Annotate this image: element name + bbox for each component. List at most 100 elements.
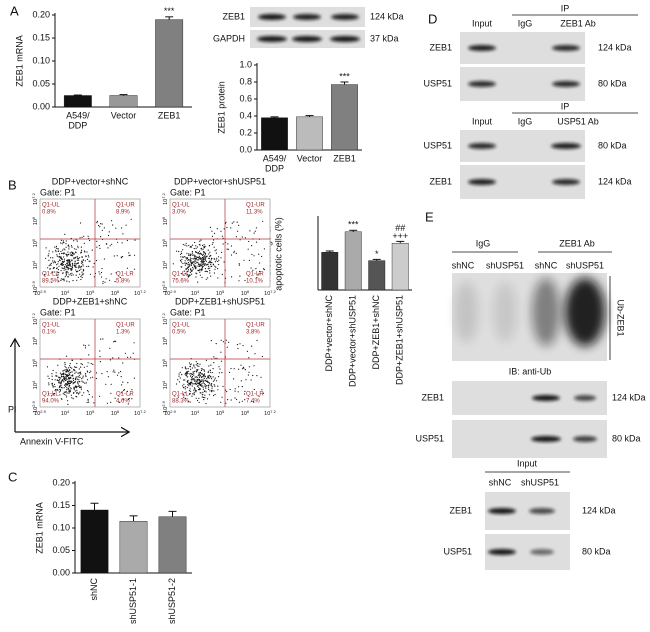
- dot: [89, 371, 91, 374]
- tick-exp: 4: [161, 380, 166, 383]
- quadrant-value: 94.0%: [42, 399, 60, 405]
- dot: [196, 262, 198, 264]
- dot: [128, 255, 130, 257]
- dot: [204, 258, 207, 260]
- dot: [68, 374, 70, 376]
- dot: [195, 245, 197, 247]
- dot: [72, 383, 74, 385]
- smear: [454, 282, 478, 342]
- dot: [191, 269, 193, 271]
- dot: [240, 364, 242, 366]
- dot: [182, 386, 185, 389]
- dot: [201, 265, 203, 267]
- dot: [199, 274, 201, 276]
- dot: [203, 390, 206, 392]
- dot: [187, 372, 189, 375]
- dot: [185, 257, 187, 259]
- dot: [59, 257, 61, 259]
- quadrant-name: Q1-UR: [246, 323, 265, 329]
- tick-exp: 4: [67, 409, 70, 414]
- dot: [213, 239, 215, 241]
- dot: [62, 393, 64, 395]
- dot: [186, 371, 189, 373]
- dot: [209, 262, 211, 264]
- dot: [251, 345, 253, 347]
- dot: [191, 377, 193, 379]
- tick-base: 10: [163, 219, 169, 225]
- dot: [197, 383, 199, 385]
- dot: [199, 384, 201, 386]
- dot: [188, 266, 190, 268]
- band: [552, 81, 580, 87]
- dot: [60, 270, 62, 272]
- dot: [186, 257, 188, 259]
- dot: [214, 268, 216, 270]
- x-tick-label: 107.2: [134, 289, 146, 297]
- dot: [90, 370, 92, 372]
- quadrant-value: 11.3%: [246, 210, 263, 216]
- dot: [181, 273, 183, 275]
- dot: [63, 253, 65, 255]
- blot-label: shNC: [535, 260, 558, 270]
- dot: [73, 369, 75, 371]
- dot: [82, 268, 84, 271]
- dot: [217, 260, 219, 263]
- quadrant-value: 3.0%: [172, 210, 186, 216]
- dot: [68, 246, 70, 248]
- band: [258, 14, 286, 20]
- dot: [190, 373, 193, 375]
- dot: [79, 237, 81, 239]
- dot: [63, 261, 65, 263]
- dot: [133, 254, 136, 256]
- dot: [204, 252, 206, 254]
- dot: [66, 371, 68, 373]
- quadrant-name: Q1-LR: [116, 392, 134, 398]
- dot: [202, 260, 204, 262]
- dot: [68, 386, 70, 388]
- dot: [106, 243, 108, 245]
- dot: [260, 376, 262, 378]
- dot: [55, 247, 58, 249]
- dot: [69, 389, 71, 391]
- dot: [183, 379, 185, 381]
- dot: [201, 385, 203, 387]
- dot: [220, 230, 222, 232]
- dot: [96, 220, 98, 222]
- dot: [63, 391, 65, 393]
- dot: [188, 382, 190, 384]
- dot: [180, 266, 182, 268]
- y-tick-label: 1.0: [239, 59, 252, 69]
- dot: [199, 271, 201, 273]
- tick-exp: 4: [197, 409, 200, 414]
- dot: [67, 276, 69, 278]
- dot: [178, 250, 180, 253]
- tick-exp: 7.2: [140, 289, 146, 294]
- tick-exp: 6: [161, 216, 166, 219]
- dot: [258, 273, 260, 275]
- dot: [214, 261, 217, 263]
- dot: [79, 269, 81, 271]
- dot: [119, 370, 122, 373]
- dot: [101, 223, 103, 225]
- bar: [155, 19, 184, 108]
- quadrant-name: Q1-LL: [172, 272, 189, 278]
- dot: [76, 259, 78, 261]
- y-tick-label: 0.20: [52, 477, 70, 487]
- dot: [80, 275, 82, 278]
- dot: [202, 393, 204, 395]
- dot: [209, 272, 211, 274]
- dot: [180, 256, 182, 258]
- dot: [199, 240, 201, 242]
- dot: [59, 382, 61, 384]
- dot: [77, 372, 79, 374]
- dot: [203, 261, 205, 263]
- dot: [58, 280, 60, 282]
- gate-label: Gate: P1: [170, 187, 206, 197]
- dot: [64, 363, 66, 365]
- dot: [220, 351, 222, 353]
- tick-base: 10: [111, 411, 117, 417]
- tick-base: 10: [241, 411, 247, 417]
- dot: [72, 255, 74, 257]
- dot: [188, 253, 190, 255]
- dot: [212, 242, 214, 244]
